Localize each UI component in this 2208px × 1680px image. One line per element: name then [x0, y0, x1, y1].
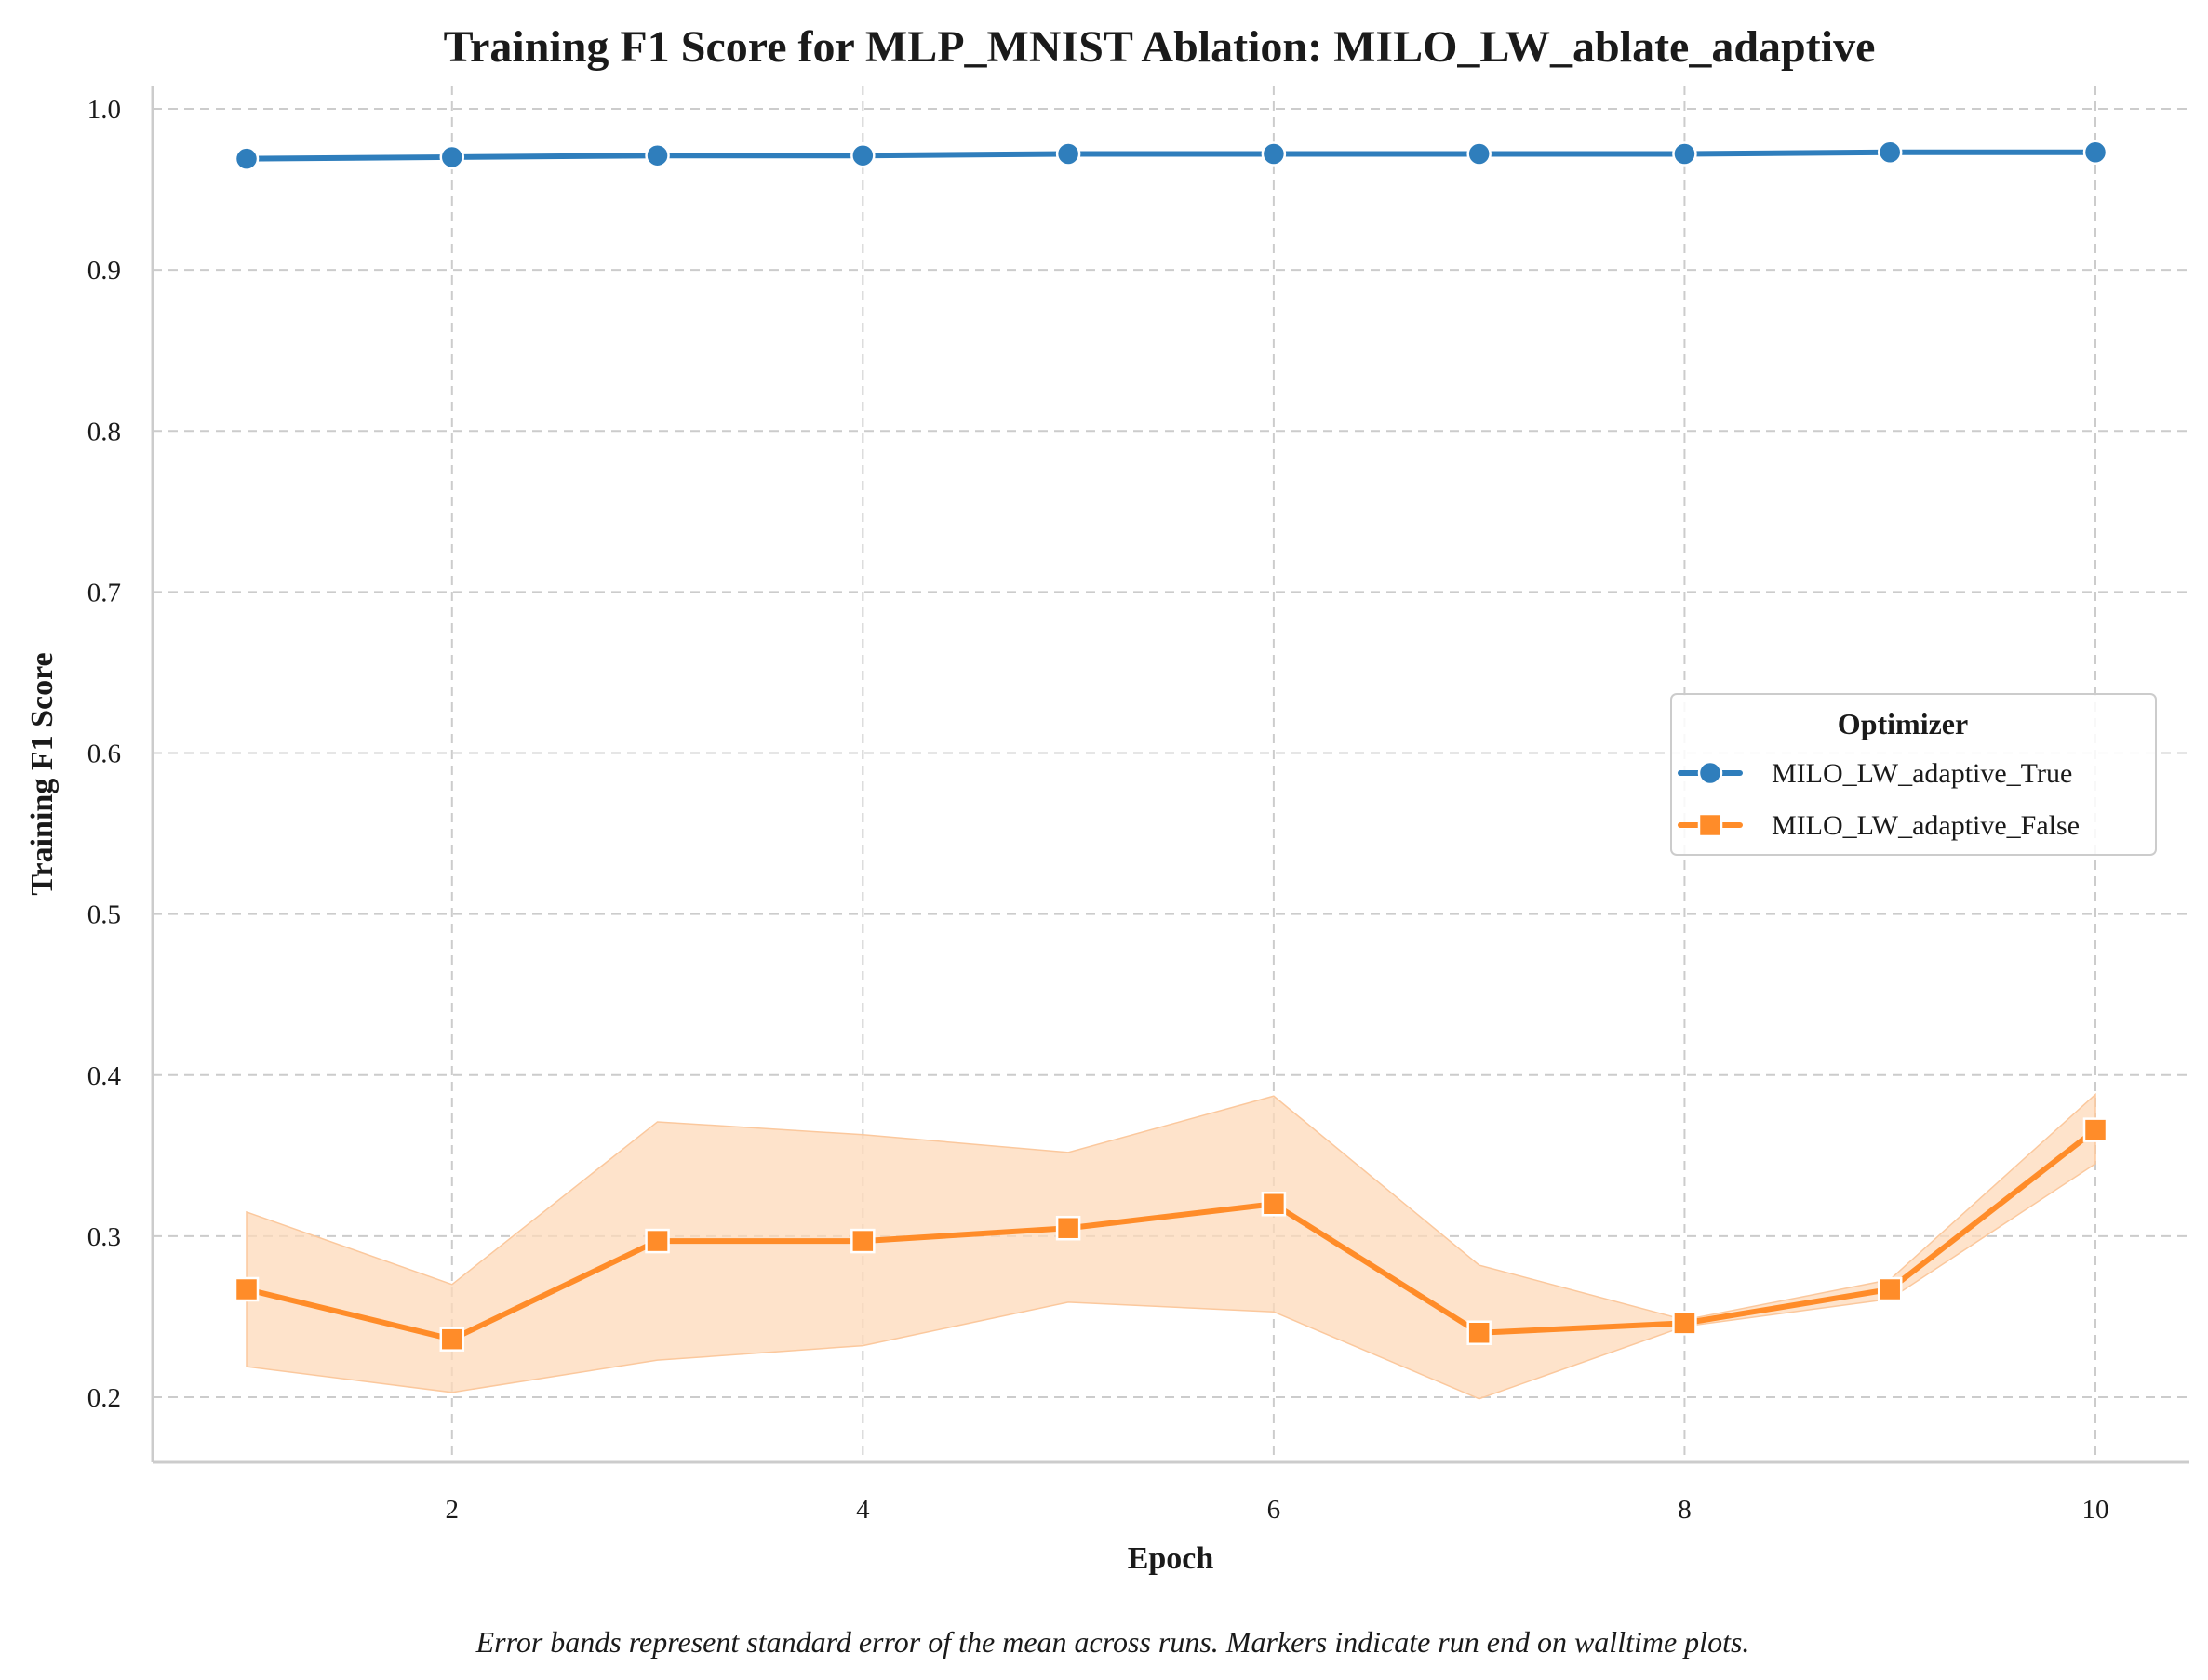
data-point — [439, 1327, 465, 1352]
x-tick-labels: 2 4 6 8 10 — [446, 1495, 2109, 1525]
data-point — [439, 144, 465, 170]
y-tick-label: 0.6 — [87, 740, 121, 769]
legend-marker-adaptive-false — [1697, 812, 1723, 838]
legend: Optimizer MILO_LW_adaptive_TrueMILO_LW_a… — [1670, 693, 2157, 856]
y-tick-label: 1.0 — [87, 95, 121, 125]
x-axis-label: Epoch — [1128, 1541, 1214, 1576]
legend-label-adaptive-true: MILO_LW_adaptive_True — [1772, 758, 2072, 789]
y-tick-label: 0.5 — [87, 900, 121, 930]
legend-box — [1670, 693, 2157, 856]
data-point — [850, 142, 876, 168]
x-tick-label: 4 — [856, 1495, 870, 1525]
legend-entries: MILO_LW_adaptive_True MILO_LW_adaptive_Fa… — [1678, 758, 2080, 841]
x-tick-label: 6 — [1267, 1495, 1281, 1525]
data-point — [645, 142, 670, 168]
data-point — [1877, 140, 1903, 165]
data-point — [1672, 141, 1697, 167]
y-tick-label: 0.7 — [87, 578, 121, 607]
x-tick-label: 8 — [1678, 1495, 1692, 1525]
series-lines — [244, 149, 2098, 1342]
legend-title: Optimizer — [1838, 707, 1968, 740]
data-point — [234, 146, 260, 171]
data-point — [2082, 1117, 2108, 1142]
chart-caption: Error bands represent standard error of … — [475, 1625, 1750, 1659]
data-point — [1466, 141, 1492, 167]
data-point — [850, 1228, 876, 1254]
chart-title: Training F1 Score for MLP_MNIST Ablation… — [444, 22, 1876, 72]
y-tick-label: 0.9 — [87, 256, 121, 286]
error-band-adaptive-false — [246, 1092, 2096, 1400]
legend-label-adaptive-false: MILO_LW_adaptive_False — [1772, 810, 2080, 841]
y-tick-label: 0.8 — [87, 417, 121, 447]
y-axis-label: Training F1 Score — [25, 652, 60, 895]
x-tick-label: 10 — [2082, 1495, 2109, 1525]
series-line-adaptive-false — [244, 1127, 2098, 1342]
data-point — [1466, 1320, 1492, 1345]
data-point — [1055, 1215, 1081, 1241]
legend-marker-adaptive-true — [1697, 760, 1723, 786]
series-markers — [234, 140, 2108, 1352]
data-point — [2082, 140, 2108, 165]
data-point — [645, 1228, 670, 1254]
x-tick-label: 2 — [446, 1495, 460, 1525]
y-tick-label: 0.2 — [87, 1383, 121, 1413]
y-tick-label: 0.4 — [87, 1061, 122, 1091]
series-line-adaptive-true — [244, 149, 2098, 162]
y-tick-label: 0.3 — [87, 1222, 121, 1252]
data-point — [1672, 1311, 1697, 1336]
data-point — [234, 1276, 260, 1302]
data-point — [1261, 1192, 1287, 1217]
data-point — [1877, 1276, 1903, 1302]
data-point — [1055, 141, 1081, 167]
y-tick-labels: 0.2 0.3 0.4 0.5 0.6 0.7 0.8 0.9 1.0 — [87, 95, 122, 1413]
data-point — [1261, 141, 1287, 167]
